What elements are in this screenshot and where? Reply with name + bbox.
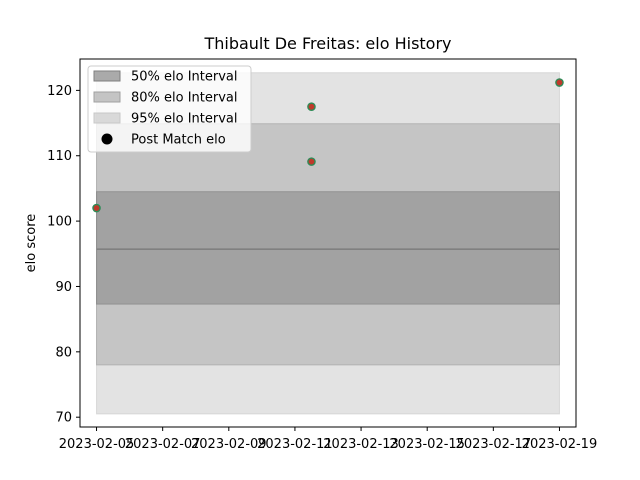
plot-area [92,72,564,415]
y-tick-label-80: 80 [55,345,72,360]
post-match-point-2 [307,102,316,112]
x-tick-label-2023-02-19: 2023-02-19 [522,437,598,452]
axes-frame [79,58,577,428]
axes: 7080901001101202023-02-052023-02-072023-… [47,58,598,452]
post-match-point-4 [555,78,564,87]
y-axis-label: elo score [24,214,39,273]
legend: 50% elo Interval 80% elo Interval 95% elo … [87,65,252,153]
chart-title: Thibault De Freitas: elo History [203,34,451,53]
y-tick-label-70: 70 [55,411,72,426]
interval-band-1 [96,191,560,305]
x-tick-label-2023-02-13: 2023-02-13 [323,437,399,452]
x-tick-label-2023-02-05: 2023-02-05 [59,437,135,452]
x-tick-label-2023-02-17: 2023-02-17 [456,437,532,452]
legend-label-post-match: Post Match elo [131,133,226,148]
legend-swatch-3 [93,112,121,124]
legend-swatch-2 [93,91,121,103]
x-tick-label-2023-02-09: 2023-02-09 [191,437,267,452]
legend-marker-post-match [101,133,113,145]
x-tick-label-2023-02-11: 2023-02-11 [257,437,333,452]
post-match-point-1 [92,203,101,213]
legend-label-1: 50% elo Interval [131,70,238,85]
legend-box [87,65,252,153]
legend-label-3: 95% elo Interval [131,112,238,127]
y-tick-label-110: 110 [47,149,72,164]
legend-swatch-1 [93,70,121,82]
y-tick-label-100: 100 [47,215,72,230]
y-tick-label-90: 90 [55,280,72,295]
x-tick-label-2023-02-07: 2023-02-07 [125,437,201,452]
x-tick-label-2023-02-15: 2023-02-15 [389,437,465,452]
legend-label-2: 80% elo Interval [131,91,238,106]
y-tick-label-120: 120 [47,84,72,99]
post-match-point-3 [307,157,316,166]
